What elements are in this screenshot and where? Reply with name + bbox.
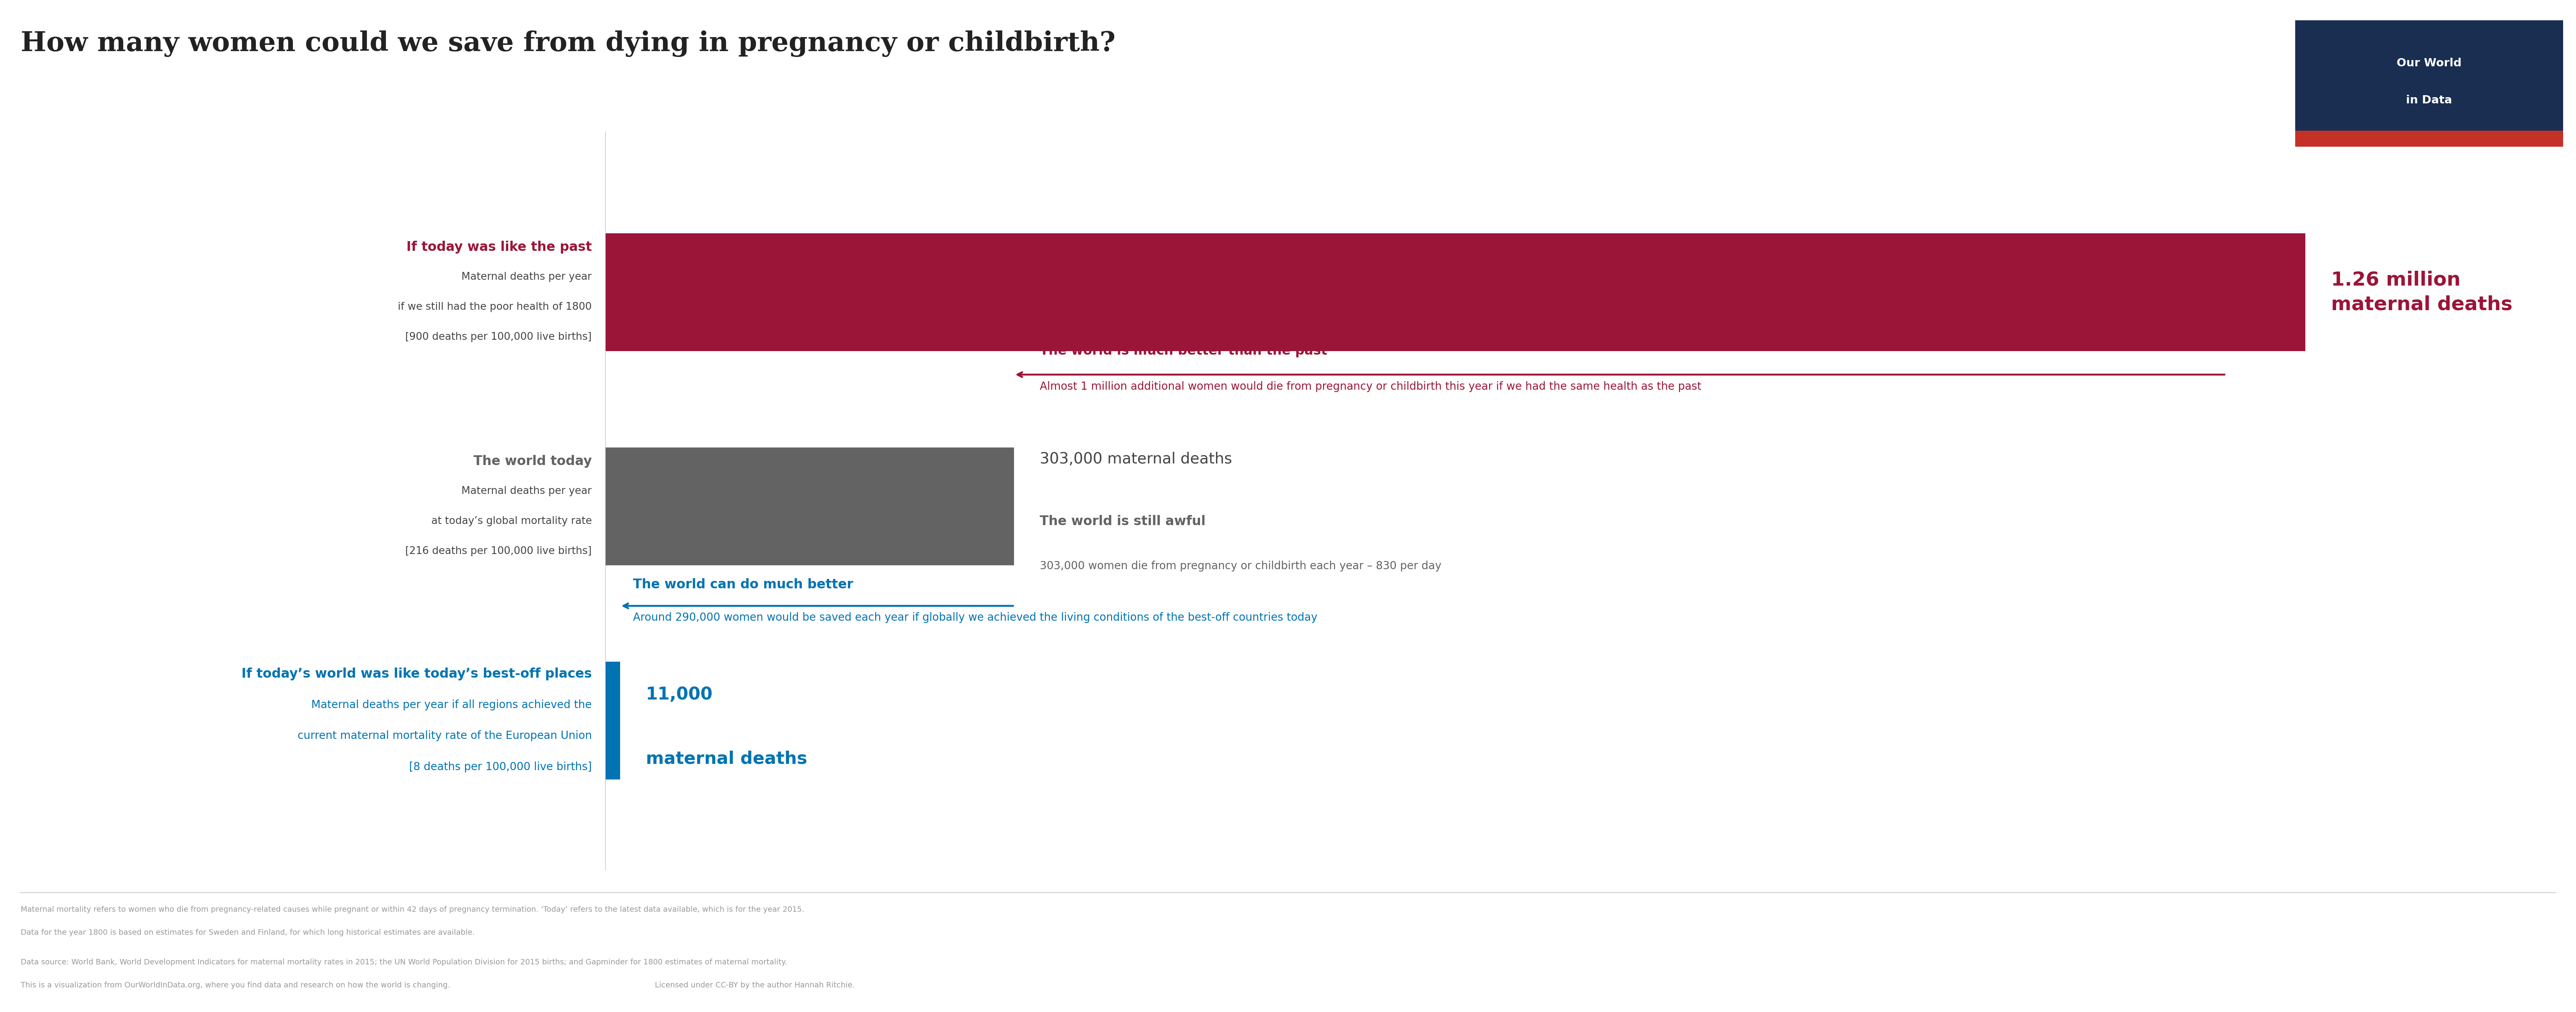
Text: current maternal mortality rate of the European Union: current maternal mortality rate of the E… [296, 731, 592, 742]
Text: [8 deaths per 100,000 live births]: [8 deaths per 100,000 live births] [410, 762, 592, 772]
Text: The world today: The world today [474, 454, 592, 468]
Text: The world is much better than the past: The world is much better than the past [1041, 345, 1327, 357]
Text: How many women could we save from dying in pregnancy or childbirth?: How many women could we save from dying … [21, 30, 1115, 57]
Text: [900 deaths per 100,000 live births]: [900 deaths per 100,000 live births] [404, 332, 592, 342]
Text: 11,000: 11,000 [647, 686, 714, 703]
Text: If today was like the past: If today was like the past [407, 241, 592, 254]
Text: This is a visualization from OurWorldInData.org, where you find data and researc: This is a visualization from OurWorldInD… [21, 982, 855, 989]
Text: 303,000 maternal deaths: 303,000 maternal deaths [1041, 451, 1231, 467]
Bar [605, 447, 1015, 565]
Text: The world is still awful: The world is still awful [1041, 515, 1206, 527]
Text: [216 deaths per 100,000 live births]: [216 deaths per 100,000 live births] [404, 546, 592, 557]
Text: if we still had the poor health of 1800: if we still had the poor health of 1800 [397, 302, 592, 313]
Bar [605, 234, 2306, 351]
Text: at today’s global mortality rate: at today’s global mortality rate [430, 516, 592, 526]
Text: in Data: in Data [2406, 95, 2452, 105]
Text: 1.26 million
maternal deaths: 1.26 million maternal deaths [2331, 270, 2512, 314]
Text: Almost 1 million additional women would die from pregnancy or childbirth this ye: Almost 1 million additional women would … [1041, 382, 1700, 392]
Text: 303,000 women die from pregnancy or childbirth each year – 830 per day: 303,000 women die from pregnancy or chil… [1041, 561, 1443, 572]
Text: Maternal deaths per year: Maternal deaths per year [461, 272, 592, 282]
Text: Around 290,000 women would be saved each year if globally we achieved the living: Around 290,000 women would be saved each… [634, 612, 1316, 623]
Text: Data source: World Bank, World Development Indicators for maternal mortality rat: Data source: World Bank, World Developme… [21, 958, 788, 965]
Text: Our World: Our World [2396, 58, 2463, 69]
Text: Maternal mortality refers to women who die from pregnancy-related causes while p: Maternal mortality refers to women who d… [21, 906, 804, 913]
Text: The world can do much better: The world can do much better [634, 578, 853, 591]
Bar [605, 662, 621, 779]
Text: Maternal deaths per year: Maternal deaths per year [461, 486, 592, 496]
Text: If today’s world was like today’s best-off places: If today’s world was like today’s best-o… [242, 668, 592, 680]
Text: Maternal deaths per year if all regions achieved the: Maternal deaths per year if all regions … [312, 699, 592, 710]
Text: maternal deaths: maternal deaths [647, 751, 806, 767]
Text: Data for the year 1800 is based on estimates for Sweden and Finland, for which l: Data for the year 1800 is based on estim… [21, 929, 474, 936]
